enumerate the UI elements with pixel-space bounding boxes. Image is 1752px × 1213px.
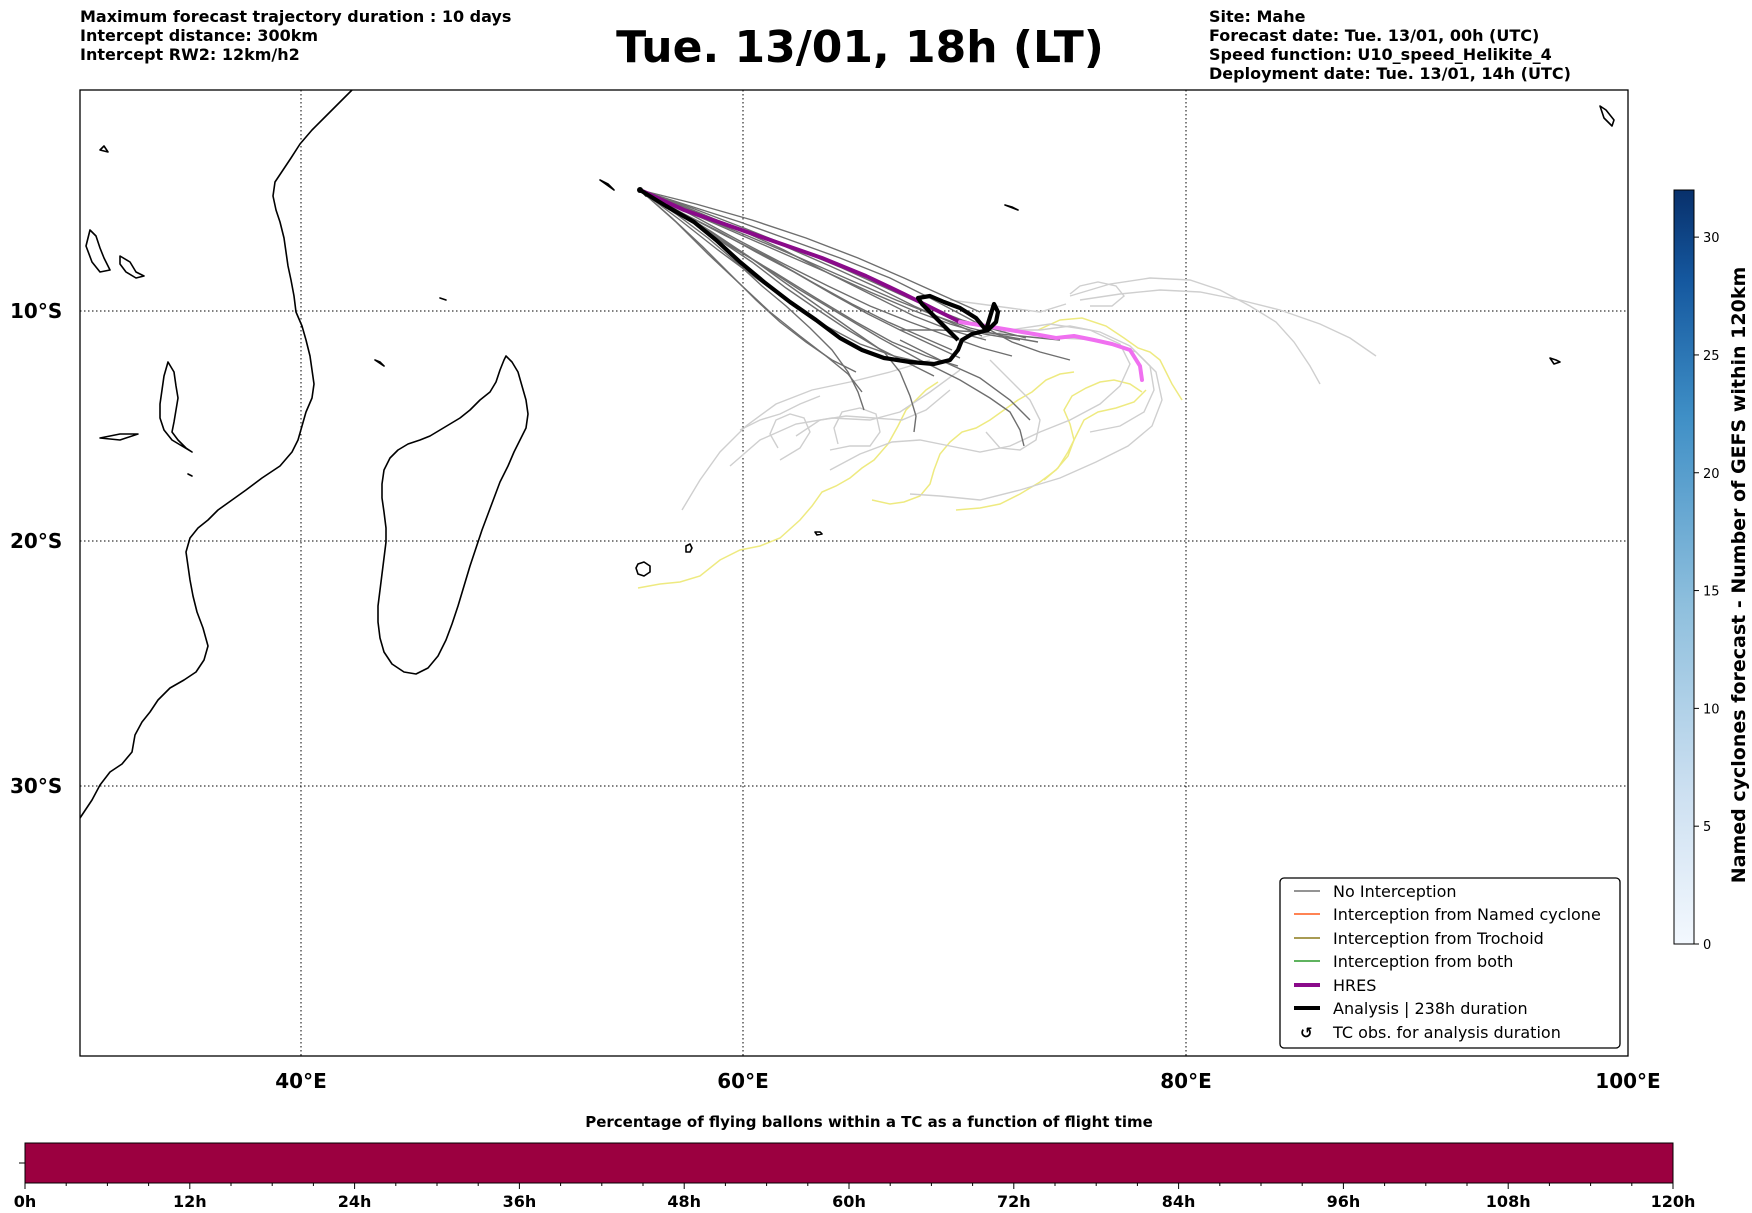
reunion-island [635, 561, 651, 577]
colorbar-right-tick-label: 0 [1703, 938, 1711, 953]
colorbar-right-ticks: 0 5 10 15 20 25 30 [1694, 231, 1720, 953]
site-info: Site: Mahe Forecast date: Tue. 13/01, 00… [1209, 7, 1571, 83]
africa-coastline [80, 90, 353, 819]
tc-track-4 [1037, 317, 1183, 401]
intercept-rw2-text: Intercept RW2: 12km/h2 [80, 45, 300, 64]
flight-time-bar-title: Percentage of flying ballons within a TC… [585, 1113, 1153, 1131]
svg-text:No Interception: No Interception [1333, 882, 1457, 901]
svg-text:Analysis | 238h duration: Analysis | 238h duration [1333, 999, 1528, 1018]
legend-entry-named-cyclone: Interception from Named cyclone [1294, 905, 1601, 924]
forecast-parameters: Maximum forecast trajectory duration : 1… [80, 7, 511, 64]
tc-obs-icon: ↺ [1300, 1024, 1313, 1042]
flight-time-tick-label: 36h [503, 1192, 537, 1211]
page-title: Tue. 13/01, 18h (LT) [616, 22, 1104, 73]
flight-time-tick-label: 24h [338, 1192, 372, 1211]
mauritius-island [685, 543, 693, 553]
colorbar-right-tick-label: 15 [1703, 585, 1720, 600]
svg-text:Interception from Trochoid: Interception from Trochoid [1333, 929, 1544, 948]
lon-tick-label: 100°E [1595, 1069, 1660, 1093]
flight-time-tick-label: 0h [14, 1192, 37, 1211]
svg-text:TC obs. for analysis duration: TC obs. for analysis duration [1332, 1023, 1561, 1042]
launch-site-marker[interactable] [637, 187, 643, 193]
gefs-trajectories [639, 189, 1071, 447]
tc-track-5 [1043, 389, 1147, 481]
flight-time-bar: Percentage of flying ballons within a TC… [14, 1113, 1696, 1211]
max-duration-text: Maximum forecast trajectory duration : 1… [80, 7, 512, 26]
forecast-date-text: Forecast date: Tue. 13/01, 00h (UTC) [1209, 26, 1540, 45]
lon-tick-label: 80°E [1160, 1069, 1212, 1093]
colorbar-right-tick-label: 10 [1703, 702, 1720, 717]
flight-time-tick-label: 96h [1327, 1192, 1361, 1211]
graticule [80, 90, 1628, 1056]
hres-early-segment [638, 188, 962, 324]
colorbar-right-tick-label: 5 [1703, 820, 1711, 835]
madagascar-coastline [377, 355, 529, 675]
hres-late-segment [958, 320, 1144, 382]
colorbar-right-fill [1673, 189, 1695, 945]
svg-text:Interception from both: Interception from both [1333, 952, 1513, 971]
coastlines [80, 90, 1615, 819]
flight-time-tick-label: 12h [173, 1192, 207, 1211]
lat-tick-label: 10°S [10, 299, 62, 323]
rodrigues-island [814, 531, 823, 536]
comoros-island [159, 361, 193, 453]
tc-track-2 [871, 371, 1075, 505]
colorbar-right-tick-label: 30 [1703, 231, 1720, 246]
map-frame [79, 89, 1629, 1057]
colorbar-right-label: Named cyclones forecast - Number of GEFS… [1728, 267, 1750, 884]
site-text: Site: Mahe [1209, 7, 1306, 26]
lon-tick-label: 40°E [275, 1069, 327, 1093]
legend-entry-both: Interception from both [1294, 952, 1513, 971]
colorbar-right-tick-label: 25 [1703, 349, 1720, 364]
lat-tick-label: 30°S [10, 774, 62, 798]
tc-track-1 [637, 381, 939, 589]
gefs-faded-trajectories [681, 277, 1377, 511]
colorbar-right: 0 5 10 15 20 25 30 Named cyclones forecast - N… [1673, 189, 1750, 953]
flight-time-tick-label: 72h [997, 1192, 1031, 1211]
legend-entry-analysis: Analysis | 238h duration [1294, 999, 1528, 1018]
svg-text:Interception from Named cyclon: Interception from Named cyclone [1333, 905, 1601, 924]
flight-time-tick-label: 60h [832, 1192, 866, 1211]
flight-time-tick-label: 120h [1651, 1192, 1696, 1211]
tc-track-3 [955, 379, 1143, 511]
legend-entry-tc-obs: ↺ TC obs. for analysis duration [1300, 1023, 1561, 1042]
flight-time-tick-label: 48h [667, 1192, 701, 1211]
flight-time-tick-label: 108h [1486, 1192, 1531, 1211]
legend: No Interception Interception from Named … [1279, 877, 1621, 1049]
colorbar-right-tick-label: 20 [1703, 467, 1720, 482]
tc-tracks [637, 317, 1183, 589]
legend-entry-no-interception: No Interception [1294, 882, 1457, 901]
analysis-trajectory [638, 188, 1001, 367]
legend-box [1279, 877, 1621, 1049]
legend-entry-hres: HRES [1294, 976, 1376, 995]
flight-time-bar-ticks: 0h 12h 24h 36h 48h 60h 72h 84h 96h 108h 120h [14, 1183, 1696, 1211]
lat-tick-label: 20°S [10, 529, 62, 553]
deployment-date-text: Deployment date: Tue. 13/01, 14h (UTC) [1209, 64, 1571, 83]
intercept-distance-text: Intercept distance: 300km [80, 26, 319, 45]
flight-time-bar-fill [24, 1142, 1674, 1184]
speed-function-text: Speed function: U10_speed_Helikite_4 [1209, 45, 1552, 64]
flight-time-tick-label: 84h [1162, 1192, 1196, 1211]
hres-trajectory [638, 188, 1144, 382]
legend-entry-trochoid: Interception from Trochoid [1294, 929, 1544, 948]
svg-text:HRES: HRES [1333, 976, 1376, 995]
lon-tick-label: 60°E [717, 1069, 769, 1093]
